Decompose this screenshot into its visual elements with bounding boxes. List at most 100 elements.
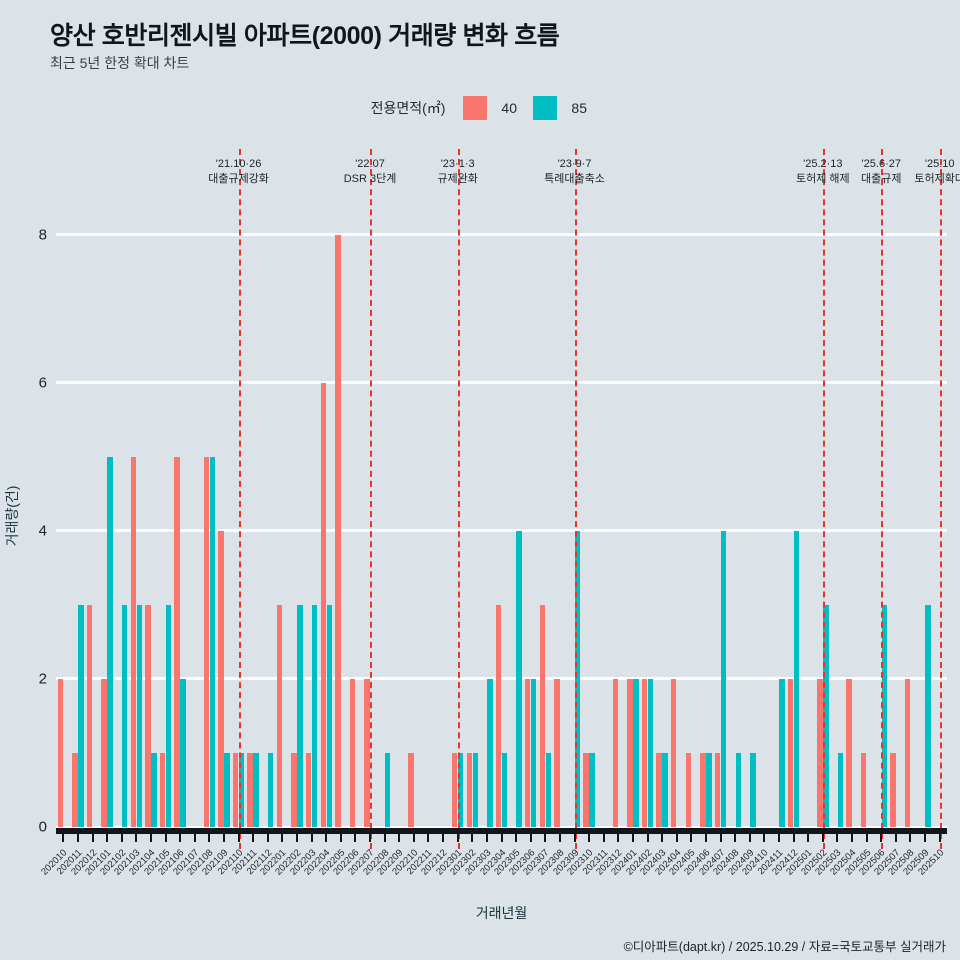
bar-202405-40 [685, 752, 692, 827]
event-line-202301 [457, 149, 460, 849]
x-tick [76, 828, 79, 842]
bar-202411-85 [779, 678, 785, 827]
bar-series-layer [56, 205, 947, 827]
x-tick [894, 828, 897, 842]
bar-202307-85 [545, 752, 551, 827]
gridline-y-0 [56, 825, 947, 829]
y-tick-label: 2 [38, 670, 47, 688]
x-tick [515, 828, 518, 842]
bar-202106-85 [180, 678, 186, 827]
event-label-202207: '22.07 DSR 3단계 [344, 157, 397, 187]
bar-202312-40 [612, 678, 619, 827]
x-tick [529, 828, 532, 842]
bar-202308-40 [554, 678, 560, 827]
event-date: '25.10 [924, 158, 955, 170]
x-tick [120, 828, 123, 842]
bar-202111-40 [247, 752, 253, 827]
x-tick [266, 828, 269, 842]
event-label-202110: '21.10·26 대출규제강화 [208, 157, 269, 187]
event-line-202309 [574, 149, 577, 849]
bar-202505-40 [860, 752, 867, 827]
event-text: 대출규제 [861, 173, 902, 185]
x-tick [588, 828, 591, 842]
x-tick [252, 828, 255, 842]
x-tick [938, 828, 941, 842]
event-line-202510 [939, 149, 942, 849]
bar-202103-40 [130, 456, 137, 827]
event-line-202506 [881, 149, 884, 849]
gridline-y-6 [56, 381, 947, 385]
bar-202309-85 [574, 530, 581, 827]
bar-202108-85 [209, 456, 216, 827]
x-tick [719, 828, 722, 842]
bar-202204-85 [326, 604, 332, 827]
bar-202103-85 [136, 604, 143, 827]
x-tick [237, 828, 240, 842]
bar-202304-85 [501, 752, 508, 827]
gridline-y-8 [56, 233, 947, 237]
x-tick [646, 828, 649, 842]
page-title: 양산 호반리젠시빌 아파트(2000) 거래량 변화 흐름 [50, 22, 560, 50]
x-tick [573, 828, 576, 842]
bar-202010-40 [57, 678, 63, 827]
bar-202507-40 [890, 752, 896, 827]
bar-202306-40 [525, 678, 531, 827]
legend-swatch-40 [463, 96, 488, 120]
bar-202504-40 [846, 678, 852, 827]
x-tick [369, 828, 372, 842]
bar-202502-85 [823, 604, 829, 827]
legend-label-40: 40 [501, 100, 517, 116]
bar-202109-85 [224, 752, 230, 827]
bar-202110-40 [232, 752, 239, 827]
bar-202506-85 [881, 604, 887, 827]
x-tick [500, 828, 503, 842]
gridline-y-4 [56, 529, 947, 533]
y-tick-label: 0 [38, 818, 47, 836]
event-date: '25.6·27 [861, 158, 901, 170]
bar-202205-40 [335, 234, 341, 827]
event-line-202110 [238, 149, 241, 849]
event-label-202506: '25.6·27 대출규제 [861, 157, 901, 187]
chart-plot-area: 거래량(건) 0 2 4 6 8 '21.10·26 대출규제강화 '22.07 DSR 3단… [4, 149, 960, 849]
event-label-202309: '23·9·7 특례대출축소 [544, 157, 605, 187]
bar-202108-40 [203, 456, 210, 827]
x-tick [792, 828, 795, 842]
event-text: 토허제확대 [914, 173, 960, 185]
x-tick [602, 828, 605, 842]
bar-202101-85 [107, 456, 113, 827]
bar-202102-85 [122, 604, 128, 827]
bar-202203-40 [305, 752, 312, 827]
chart-legend: 전용면적(㎡) 40 85 [0, 96, 960, 120]
bar-202112-85 [268, 752, 274, 827]
bar-202011-40 [72, 752, 78, 827]
x-tick [821, 828, 824, 842]
event-label-202301: '23·1·3 규제완화 [437, 157, 477, 187]
bar-202011-85 [78, 604, 84, 827]
event-text: 규제완화 [437, 173, 478, 185]
bar-202407-40 [714, 752, 721, 827]
legend-label-85: 85 [571, 100, 587, 116]
x-tick [149, 828, 152, 842]
x-tick [734, 828, 737, 842]
x-tick [412, 828, 415, 842]
bar-202304-40 [495, 604, 502, 827]
bar-202412-40 [787, 678, 794, 827]
bar-202109-40 [218, 530, 224, 827]
x-tick [485, 828, 488, 842]
x-tick [354, 828, 357, 842]
x-tick [222, 828, 225, 842]
x-tick [427, 828, 430, 842]
x-tick [558, 828, 561, 842]
bar-202401-85 [633, 678, 639, 827]
bar-202301-40 [451, 752, 458, 827]
bar-202210-40 [408, 752, 414, 827]
bar-202406-40 [700, 752, 706, 827]
bar-202204-40 [320, 382, 326, 827]
event-text: 토허제 해제 [796, 173, 850, 185]
x-tick [296, 828, 298, 842]
x-tick [471, 828, 474, 842]
bar-202403-85 [662, 752, 668, 827]
x-tick [544, 828, 547, 842]
event-date: '23·9·7 [557, 158, 592, 170]
event-text: DSR 3단계 [343, 173, 397, 185]
